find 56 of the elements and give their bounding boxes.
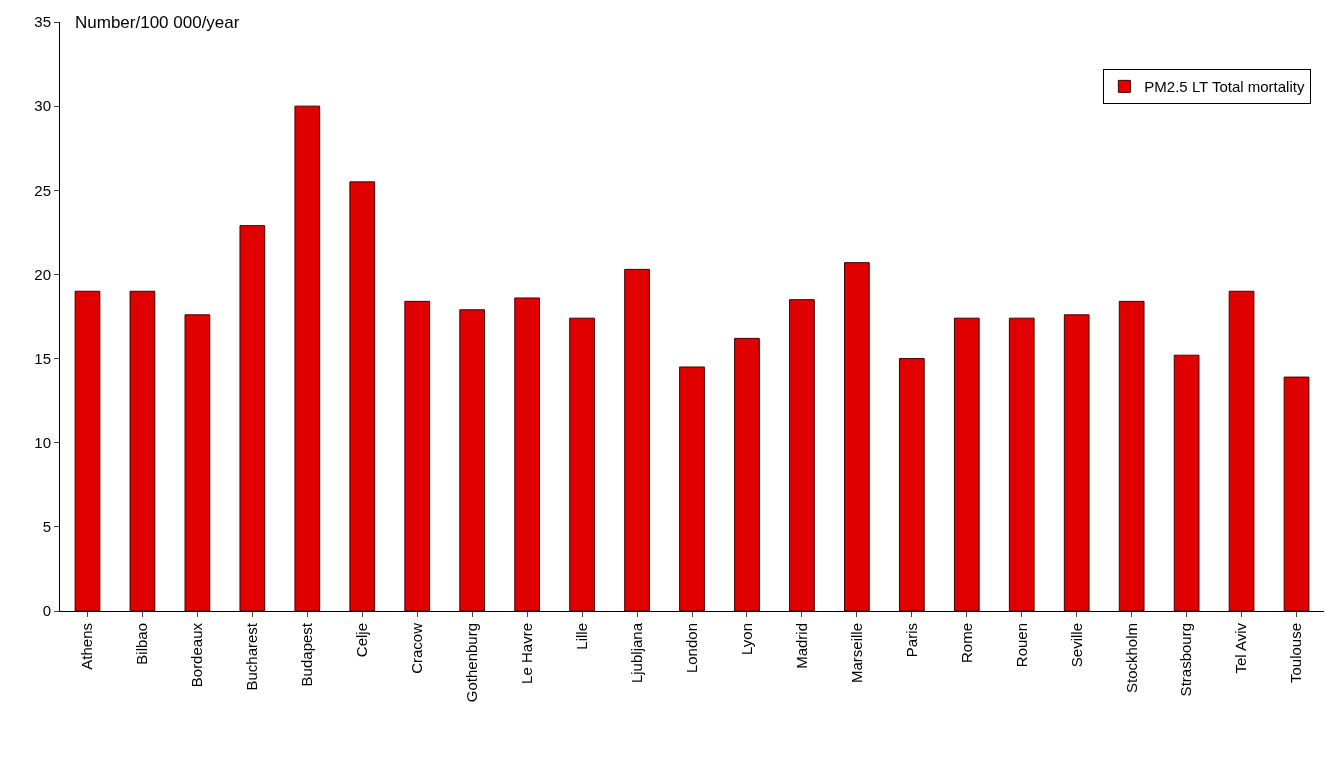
y-tick-label: 25 [34, 181, 51, 199]
bar [514, 297, 540, 611]
x-tick-label: Ljubljana [627, 622, 645, 684]
x-tick-label: Tel Aviv [1232, 622, 1250, 674]
x-tick-label: Strasbourg [1177, 623, 1195, 697]
x-tick-label: Rouen [1012, 623, 1030, 668]
y-tick-label: 5 [42, 518, 51, 536]
x-tick-label: Bilbao [133, 623, 151, 665]
bar [1063, 314, 1090, 611]
bar [679, 366, 705, 611]
x-tick-label: Bordeaux [188, 622, 206, 688]
x-tick-label: Lyon [737, 623, 755, 655]
x-tick-label: Celje [353, 623, 371, 658]
y-tick-label: 0 [42, 602, 51, 620]
bar [953, 317, 980, 611]
x-tick-label: Bucharest [243, 622, 261, 691]
bar [734, 337, 760, 611]
bar [129, 290, 156, 611]
x-tick-label: Lille [572, 623, 590, 650]
bar [569, 317, 595, 611]
x-tick-label: London [682, 623, 700, 674]
x-tick-label: Rome [957, 623, 975, 664]
bar [1173, 354, 1200, 611]
x-tick-label: Le Havre [518, 623, 536, 684]
bar [1008, 317, 1035, 611]
x-tick-label: Seville [1067, 623, 1085, 668]
bar [1228, 290, 1255, 611]
bar [624, 268, 650, 611]
bar [349, 181, 376, 611]
legend-label: PM2.5 LT Total mortality [1144, 78, 1305, 96]
y-axis-title: Number/100 000/year [75, 13, 240, 32]
bar [1118, 300, 1145, 611]
bar [404, 300, 431, 611]
y-tick-label: 35 [34, 13, 51, 31]
y-tick-label: 10 [34, 433, 51, 451]
bar [294, 105, 321, 611]
y-tick-label: 30 [34, 97, 51, 115]
bar [789, 299, 815, 611]
bar [1283, 376, 1310, 611]
bar [844, 262, 870, 611]
x-tick-label: Marseille [847, 623, 865, 684]
x-tick-label: Budapest [298, 622, 316, 687]
x-tick-label: Stockholm [1122, 623, 1140, 694]
y-tick-label: 15 [34, 349, 51, 367]
x-tick-label: Cracow [408, 622, 426, 674]
bar [74, 290, 101, 611]
bar [459, 309, 486, 611]
x-tick-label: Gothenburg [463, 623, 481, 703]
x-tick-label: Athens [78, 623, 96, 670]
y-tick-label: 20 [34, 265, 51, 283]
x-tick-label: Madrid [792, 623, 810, 669]
bar [239, 225, 266, 611]
x-tick-label: Paris [902, 623, 920, 658]
bar [184, 314, 211, 611]
bar [898, 358, 925, 611]
x-tick-label: Toulouse [1287, 623, 1305, 684]
